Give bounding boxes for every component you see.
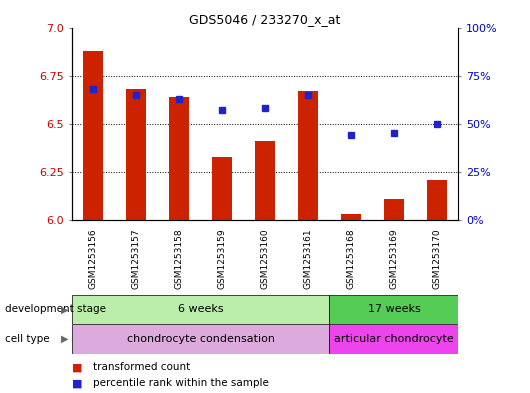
Title: GDS5046 / 233270_x_at: GDS5046 / 233270_x_at bbox=[189, 13, 341, 26]
Bar bbox=[384, 199, 404, 220]
Bar bbox=[170, 97, 189, 220]
Text: ▶: ▶ bbox=[61, 334, 69, 344]
Text: transformed count: transformed count bbox=[93, 362, 190, 373]
Text: GSM1253160: GSM1253160 bbox=[261, 228, 269, 289]
Text: chondrocyte condensation: chondrocyte condensation bbox=[127, 334, 275, 344]
Bar bbox=[341, 214, 360, 220]
Text: GSM1253158: GSM1253158 bbox=[174, 228, 183, 289]
Text: ■: ■ bbox=[72, 378, 82, 388]
Text: GSM1253159: GSM1253159 bbox=[217, 228, 226, 289]
Text: GSM1253156: GSM1253156 bbox=[89, 228, 98, 289]
Bar bbox=[83, 51, 103, 220]
Text: 17 weeks: 17 weeks bbox=[368, 305, 420, 314]
Text: articular chondrocyte: articular chondrocyte bbox=[334, 334, 454, 344]
Bar bbox=[330, 295, 458, 324]
Bar bbox=[72, 295, 330, 324]
Text: GSM1253161: GSM1253161 bbox=[304, 228, 313, 289]
Text: GSM1253157: GSM1253157 bbox=[131, 228, 140, 289]
Bar bbox=[427, 180, 447, 220]
Bar bbox=[126, 89, 146, 220]
Bar bbox=[255, 141, 275, 220]
Text: GSM1253168: GSM1253168 bbox=[347, 228, 356, 289]
Bar bbox=[213, 156, 232, 220]
Bar bbox=[72, 324, 330, 354]
Text: 6 weeks: 6 weeks bbox=[178, 305, 223, 314]
Text: GSM1253169: GSM1253169 bbox=[390, 228, 399, 289]
Text: GSM1253170: GSM1253170 bbox=[432, 228, 441, 289]
Text: development stage: development stage bbox=[5, 305, 107, 314]
Text: percentile rank within the sample: percentile rank within the sample bbox=[93, 378, 269, 388]
Bar bbox=[298, 91, 317, 220]
Bar bbox=[330, 324, 458, 354]
Text: ▶: ▶ bbox=[61, 305, 69, 314]
Text: ■: ■ bbox=[72, 362, 82, 373]
Text: cell type: cell type bbox=[5, 334, 50, 344]
